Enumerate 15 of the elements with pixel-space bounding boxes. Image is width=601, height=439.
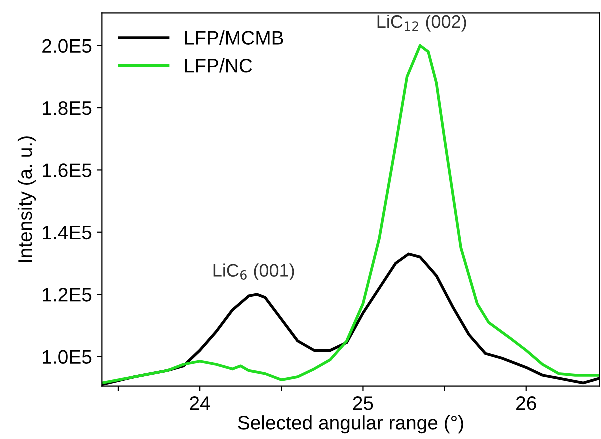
x-tick-label: 26 — [516, 396, 536, 410]
annotation: LiC$_{6}$ (001) — [214, 264, 294, 281]
x-tick-label: 25 — [353, 396, 374, 410]
y-axis-title: Intensity (a. u.) — [18, 136, 36, 262]
y-tick-label: 1.4E5 — [43, 226, 92, 240]
y-tick-label: 1.0E5 — [43, 350, 92, 364]
x-axis-title: Selected angular range (°) — [238, 416, 464, 434]
legend-label: LFP/NC — [185, 58, 252, 73]
x-tick-label: 24 — [190, 396, 210, 410]
annotation: LiC$_{12}$ (002) — [378, 14, 466, 32]
legend-label: LFP/MCMB — [185, 30, 284, 45]
y-tick-label: 1.8E5 — [43, 101, 92, 116]
y-tick-label: 1.6E5 — [43, 164, 92, 178]
y-tick-label: 2.0E5 — [42, 39, 92, 54]
y-tick-label: 1.2E5 — [43, 288, 92, 302]
